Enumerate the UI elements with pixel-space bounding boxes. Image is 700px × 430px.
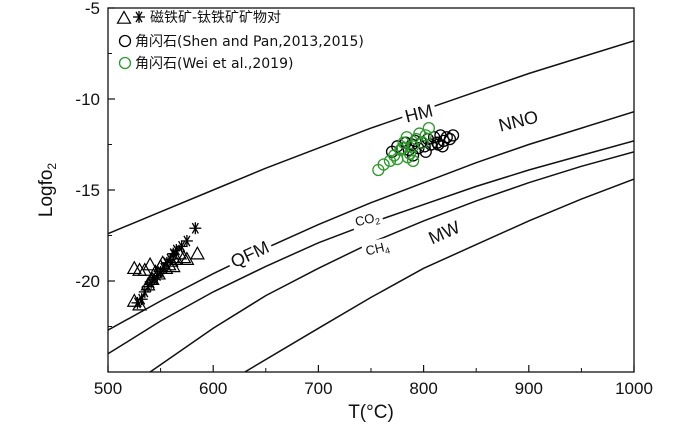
curve-label-gap [399, 98, 439, 129]
co2-subscript: 2 [374, 216, 381, 227]
star-marker [180, 234, 193, 247]
triangle-marker [176, 249, 192, 264]
curve-label-gap [422, 214, 467, 251]
curve-label-gap [493, 104, 544, 138]
triangle-marker [179, 251, 195, 265]
circle-marker [419, 129, 432, 142]
legend-label-amphibole-wei: 角闪石(Wei et al.,2019) [135, 56, 293, 72]
y-tick-label: -20 [75, 272, 100, 291]
curve-label-gap [224, 234, 276, 275]
legend-label-amphibole-shen-pan: 角闪石(Shen and Pan,2013,2015) [135, 34, 364, 50]
circle-marker [409, 134, 422, 148]
circle-marker [377, 158, 390, 171]
co2-main: CO [354, 210, 376, 229]
circle-marker [443, 132, 457, 146]
y-tick-label: -5 [85, 0, 100, 18]
star-marker [189, 222, 202, 235]
legend-symbol-green-circle [118, 56, 132, 70]
curve-label-nno: NNO [497, 107, 541, 136]
y-tick-label: -10 [75, 90, 100, 109]
curve-nno [108, 110, 634, 331]
y-axis-title-main: Logfo [36, 170, 57, 218]
circle-marker [400, 131, 413, 144]
triangle-marker [189, 245, 205, 260]
x-tick-label: 800 [409, 379, 437, 398]
circle-marker [396, 141, 409, 155]
legend-label-mineral-pair: 磁铁矿-钛铁矿矿物对 [150, 10, 281, 26]
circle-marker [416, 136, 429, 149]
y-tick-label: -15 [75, 181, 100, 200]
ch4-main: CH [364, 240, 386, 259]
circle-marker [419, 145, 432, 158]
circle-marker [422, 121, 436, 135]
circle-marker [436, 140, 449, 153]
x-tick-label: 700 [304, 379, 332, 398]
triangle-marker [142, 256, 158, 271]
legend-symbol-triangle-star [116, 10, 145, 24]
circle-marker [413, 127, 426, 140]
y-axis-title-subscript: 2 [45, 163, 59, 170]
circle-marker [406, 149, 420, 162]
curve-hm [108, 40, 634, 235]
data-points [126, 121, 460, 311]
curve-co2-ch4 [149, 151, 634, 372]
x-tick-label: 500 [94, 379, 122, 398]
curve-mw [244, 178, 634, 372]
legend-circle-marker [118, 34, 132, 48]
legend-circle-marker [118, 56, 132, 70]
legend-triangle-marker [116, 10, 132, 24]
star-marker [175, 240, 188, 253]
reference-curves [108, 40, 634, 372]
curve-label-co2: CO2 [354, 209, 382, 231]
x-tick-label: 1000 [615, 379, 653, 398]
star-marker [135, 293, 148, 306]
curve-label-ch4: CH4 [364, 238, 391, 260]
x-tick-label: 900 [515, 379, 543, 398]
legend-star-marker [133, 11, 145, 23]
circle-marker [446, 129, 460, 142]
legend: 磁铁矿-钛铁矿矿物对 角闪石(Shen and Pan,2013,2015) 角… [116, 10, 364, 72]
axis-ticks: 500 600 700 800 900 1000 -5 -10 -15 -20 [75, 0, 652, 398]
triangle-marker [126, 260, 142, 275]
curve-label-gap [350, 207, 385, 233]
circle-marker [401, 151, 414, 164]
ch4-subscript: 4 [384, 245, 391, 256]
y-axis-title: Logfo2 [36, 163, 59, 218]
legend-symbol-black-circle [118, 34, 132, 48]
circle-marker [391, 140, 404, 153]
x-axis-title: T(°C) [348, 402, 394, 423]
triangle-marker [165, 258, 181, 273]
curve-label-gap [360, 236, 395, 263]
x-tick-label: 600 [199, 379, 227, 398]
